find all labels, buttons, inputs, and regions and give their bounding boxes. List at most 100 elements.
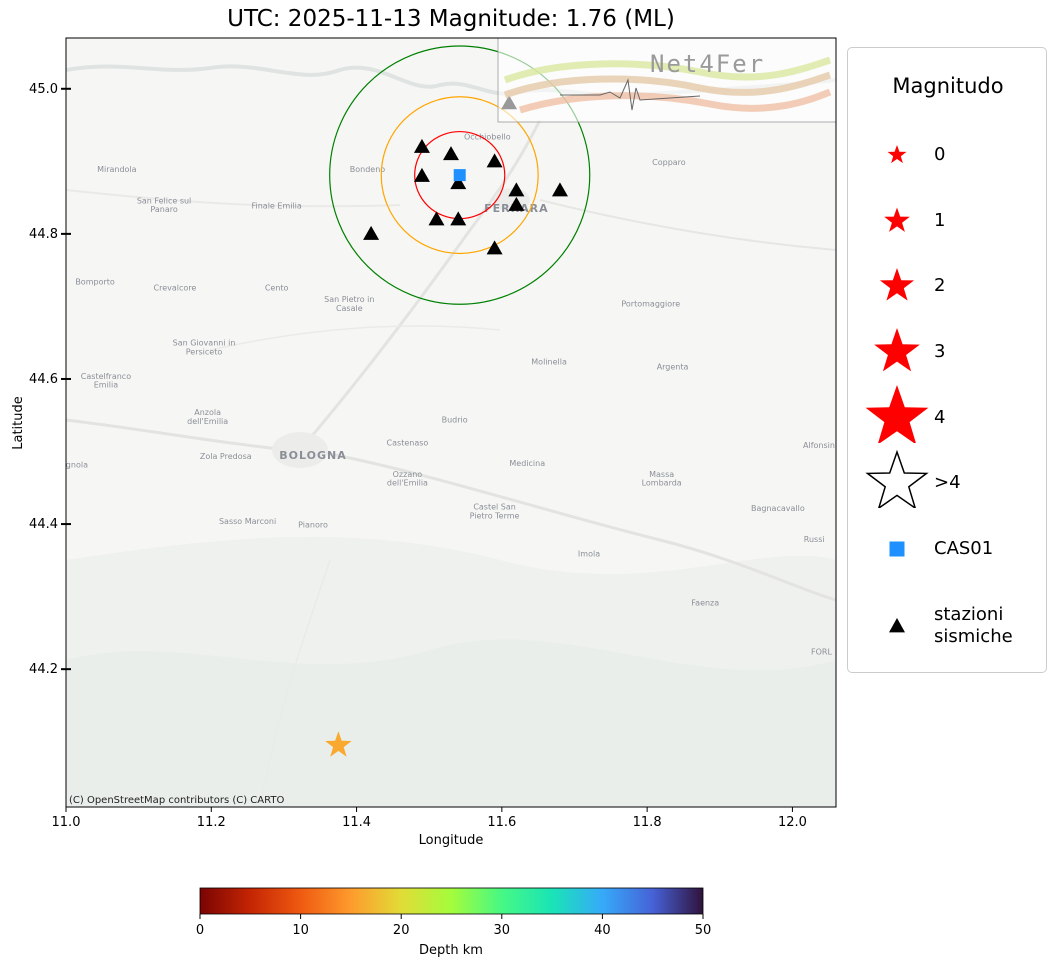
place-label: Finale Emilia [251, 201, 301, 210]
y-tick-label: 44.4 [29, 517, 58, 532]
place-label: gnola [66, 460, 88, 469]
legend-item: >4 [848, 449, 1048, 513]
legend-symbol [887, 145, 907, 164]
x-tick-label: 11.0 [52, 815, 81, 830]
place-label: San Giovanni in [173, 339, 236, 348]
legend-symbol [889, 618, 905, 633]
place-label: dell'Emilia [187, 417, 228, 426]
cas01-square [453, 169, 466, 182]
station-triangle [450, 175, 467, 190]
legend-item: 0 [848, 125, 1048, 185]
place-label: Argenta [657, 363, 689, 372]
map-attribution: (C) OpenStreetMap contributors (C) CARTO [69, 795, 284, 806]
station-triangle [486, 153, 503, 168]
y-tick-label: 45.0 [29, 82, 58, 97]
legend-label: 4 [934, 407, 946, 428]
place-label: Bondeno [350, 165, 386, 174]
legend-symbol [884, 207, 910, 232]
place-label: Bagnacavallo [751, 504, 805, 513]
legend-item: CAS01 [848, 519, 1048, 579]
place-label: dell'Emilia [387, 479, 428, 488]
legend-label: >4 [934, 472, 961, 493]
place-label: Pietro Terme [470, 511, 520, 520]
station-triangle [363, 225, 380, 240]
place-label: Medicina [509, 459, 545, 468]
watermark-text: Net4Fer [650, 50, 765, 78]
place-label: Portomaggiore [621, 299, 680, 308]
legend-label: 2 [934, 275, 946, 296]
station-triangle [450, 211, 467, 226]
place-label: Faenza [691, 598, 719, 607]
map-frame [65, 37, 837, 808]
place-label: Bomporto [75, 278, 115, 287]
legend-label: 1 [934, 210, 946, 231]
place-label: Castel San [473, 503, 516, 512]
place-label: Lombarda [642, 479, 682, 488]
place-label: Sasso Marconi [219, 517, 276, 526]
cas01-marker [453, 169, 466, 182]
colorbar-label: Depth km [419, 943, 483, 958]
event-epicenter[interactable] [325, 731, 352, 757]
y-tick-label: 44.6 [29, 372, 58, 387]
colorbar-tick-label: 20 [393, 923, 410, 938]
distance-circles [329, 45, 591, 305]
distance-circle [329, 45, 591, 305]
x-axis: 11.0 11.2 11.4 11.6 11.8 12.0 [52, 807, 807, 830]
basemap[interactable] [66, 38, 836, 807]
place-label: Pianoro [298, 521, 328, 530]
x-tick-label: 11.6 [487, 815, 516, 830]
station-triangle [508, 182, 525, 197]
place-label: Budrio [442, 416, 468, 425]
city-label: BOLOGNA [279, 449, 346, 462]
place-label: San Pietro in [324, 295, 374, 304]
place-label: Castenaso [387, 439, 429, 448]
place-label: Ozzano [393, 470, 423, 479]
legend: Magnitudo 0 1 2 3 4 >4 CAS01 stazioni sismiche [847, 47, 1047, 673]
legend-item: 4 [848, 385, 1048, 448]
colorbar-tick-label: 40 [594, 923, 611, 938]
y-axis: 44.2 44.4 44.6 44.8 45.0 [29, 82, 71, 677]
place-label: Crevalcore [154, 283, 197, 292]
x-axis-label: Longitude [419, 833, 484, 848]
distance-circle [380, 96, 539, 255]
place-label: Massa [649, 470, 674, 479]
station-triangle [443, 146, 459, 161]
net4fer-watermark: Net4Fer [497, 37, 837, 123]
place-label: Russi [804, 535, 825, 544]
place-label: Zola Predosa [200, 452, 252, 461]
legend-symbol [889, 541, 905, 557]
place-label: San Felice sul [137, 196, 191, 205]
legend-item: 2 [848, 256, 1048, 316]
place-label: Mirandola [97, 165, 137, 174]
x-tick-label: 11.2 [197, 815, 226, 830]
legend-symbol [865, 385, 929, 443]
legend-symbol [865, 449, 929, 508]
place-label: Castelfranco [81, 372, 131, 381]
legend-symbol [874, 328, 920, 372]
station-triangle [508, 196, 525, 211]
colorbar-tick-label: 10 [292, 923, 309, 938]
x-tick-label: 12.0 [778, 815, 807, 830]
legend-label: stazioni sismiche [934, 604, 1013, 647]
legend-symbol [879, 268, 915, 301]
legend-item: stazioni sismiche [848, 596, 1048, 656]
place-label: Cento [265, 283, 289, 292]
place-label: FORL [811, 648, 832, 657]
legend-label: CAS01 [934, 538, 994, 559]
place-label: Persiceto [186, 347, 223, 356]
station-triangle [428, 211, 445, 226]
place-label: Imola [578, 550, 600, 559]
legend-label: 0 [934, 144, 946, 165]
plot-title: UTC: 2025-11-13 Magnitude: 1.76 (ML) [227, 6, 675, 32]
place-label: Casale [336, 304, 363, 313]
y-tick-label: 44.8 [29, 227, 58, 242]
y-axis-label: Latitude [11, 396, 26, 450]
place-label: Alfonsine [803, 441, 840, 450]
colorbar-tick-label: 0 [196, 923, 204, 938]
depth-colorbar: 0 10 20 30 40 50 Depth km [196, 887, 712, 958]
colorbar-tick-label: 50 [695, 923, 712, 938]
place-label: Copparo [652, 158, 686, 167]
event-star[interactable] [325, 731, 352, 757]
